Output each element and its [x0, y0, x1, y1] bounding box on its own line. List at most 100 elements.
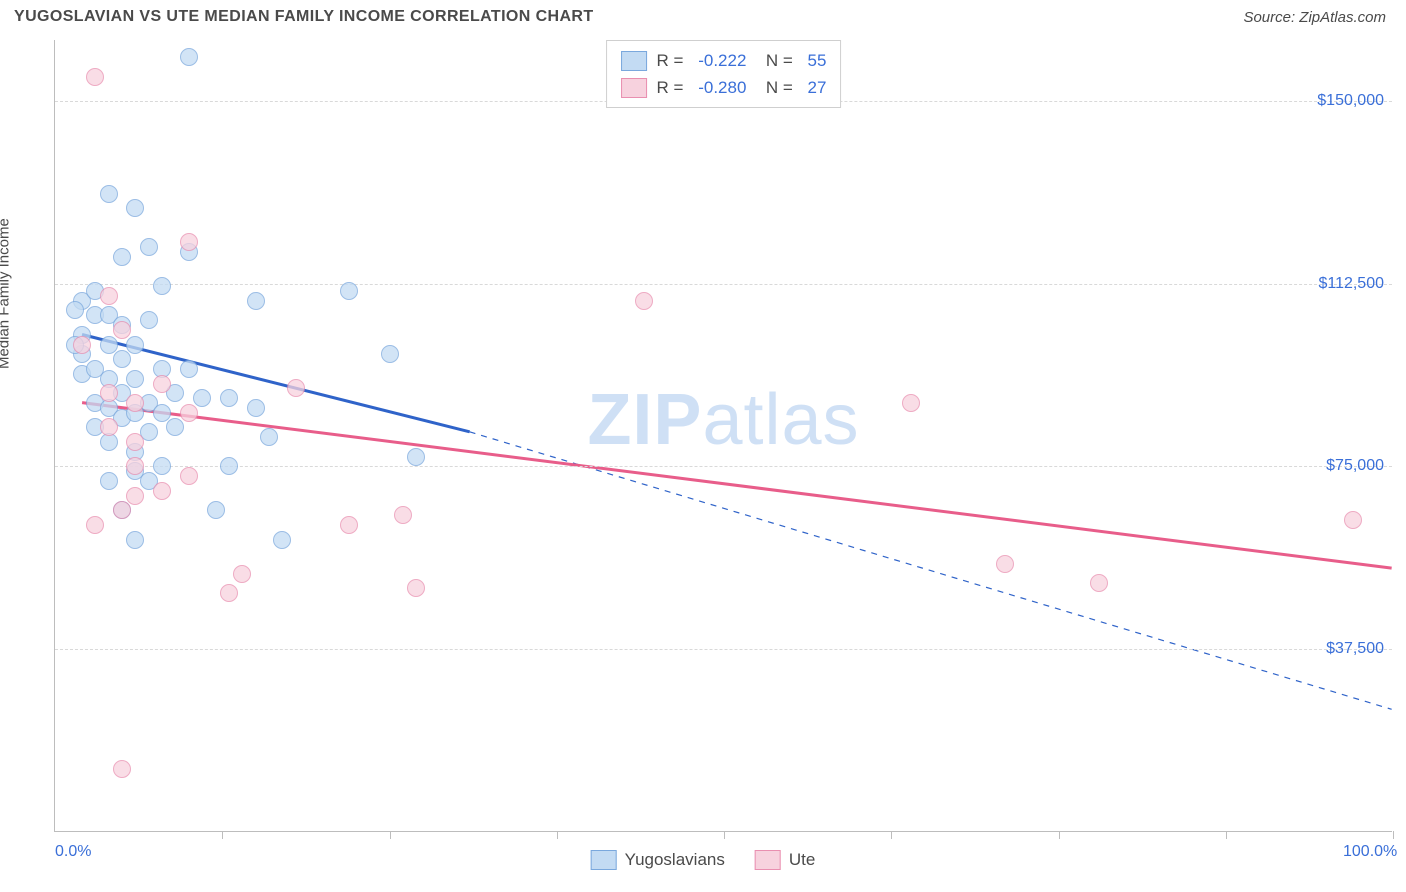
data-point [113, 321, 131, 339]
legend-swatch [621, 51, 647, 71]
data-point [407, 579, 425, 597]
data-point [153, 277, 171, 295]
chart-area: Median Family Income ZIPatlas R = -0.222… [14, 40, 1392, 832]
y-axis-label: Median Family Income [0, 218, 13, 369]
data-point [394, 506, 412, 524]
data-point [126, 336, 144, 354]
data-point [126, 370, 144, 388]
data-point [902, 394, 920, 412]
y-tick-label: $112,500 [1318, 275, 1384, 293]
legend-label: Yugoslavians [625, 850, 725, 870]
data-point [153, 457, 171, 475]
series-legend: Yugoslavians Ute [591, 850, 816, 870]
r-value: -0.280 [693, 74, 746, 101]
legend-swatch [591, 850, 617, 870]
data-point [287, 379, 305, 397]
x-tick [891, 831, 892, 839]
data-point [140, 238, 158, 256]
data-point [233, 565, 251, 583]
data-point [126, 199, 144, 217]
data-point [140, 311, 158, 329]
correlation-legend: R = -0.222 N = 55R = -0.280 N = 27 [606, 40, 842, 108]
data-point [180, 48, 198, 66]
data-point [180, 233, 198, 251]
y-tick-label: $37,500 [1326, 640, 1384, 658]
data-point [260, 428, 278, 446]
n-label: N = [756, 74, 792, 101]
data-point [220, 389, 238, 407]
data-point [100, 384, 118, 402]
data-point [207, 501, 225, 519]
data-point [180, 467, 198, 485]
data-point [340, 282, 358, 300]
data-point [126, 487, 144, 505]
n-value: 27 [803, 74, 827, 101]
data-point [126, 457, 144, 475]
data-point [113, 501, 131, 519]
data-point [126, 531, 144, 549]
data-point [180, 360, 198, 378]
gridline [55, 466, 1392, 467]
x-tick-label: 100.0% [1343, 843, 1397, 861]
legend-swatch [755, 850, 781, 870]
data-point [635, 292, 653, 310]
x-tick [1226, 831, 1227, 839]
data-point [100, 336, 118, 354]
data-point [126, 433, 144, 451]
data-point [113, 350, 131, 368]
data-point [381, 345, 399, 363]
data-point [1344, 511, 1362, 529]
legend-row: R = -0.280 N = 27 [621, 74, 827, 101]
legend-swatch [621, 78, 647, 98]
data-point [220, 457, 238, 475]
data-point [247, 399, 265, 417]
r-label: R = [657, 74, 684, 101]
gridline [55, 284, 1392, 285]
data-point [193, 389, 211, 407]
x-tick [390, 831, 391, 839]
data-point [153, 375, 171, 393]
x-tick [222, 831, 223, 839]
chart-title: YUGOSLAVIAN VS UTE MEDIAN FAMILY INCOME … [14, 8, 594, 26]
data-point [100, 185, 118, 203]
y-tick-label: $150,000 [1317, 92, 1384, 110]
data-point [407, 448, 425, 466]
data-point [86, 68, 104, 86]
data-point [153, 482, 171, 500]
x-tick [557, 831, 558, 839]
legend-label: Ute [789, 850, 815, 870]
data-point [113, 248, 131, 266]
data-point [220, 584, 238, 602]
n-label: N = [756, 47, 792, 74]
data-point [126, 394, 144, 412]
plot-region: ZIPatlas R = -0.222 N = 55R = -0.280 N =… [54, 40, 1392, 832]
data-point [100, 418, 118, 436]
r-value: -0.222 [693, 47, 746, 74]
data-point [86, 516, 104, 534]
data-point [247, 292, 265, 310]
data-point [66, 301, 84, 319]
data-point [100, 472, 118, 490]
x-tick [1393, 831, 1394, 839]
r-label: R = [657, 47, 684, 74]
data-point [73, 336, 91, 354]
data-point [166, 418, 184, 436]
trend-line-extrapolated [470, 432, 1392, 709]
legend-item: Yugoslavians [591, 850, 725, 870]
x-tick [1059, 831, 1060, 839]
data-point [153, 404, 171, 422]
x-tick [724, 831, 725, 839]
legend-item: Ute [755, 850, 815, 870]
data-point [113, 760, 131, 778]
x-tick-label: 0.0% [55, 843, 91, 861]
data-point [100, 287, 118, 305]
n-value: 55 [803, 47, 827, 74]
data-point [996, 555, 1014, 573]
data-point [1090, 574, 1108, 592]
y-tick-label: $75,000 [1326, 457, 1384, 475]
chart-source: Source: ZipAtlas.com [1243, 9, 1386, 26]
data-point [273, 531, 291, 549]
gridline [55, 649, 1392, 650]
data-point [180, 404, 198, 422]
legend-row: R = -0.222 N = 55 [621, 47, 827, 74]
